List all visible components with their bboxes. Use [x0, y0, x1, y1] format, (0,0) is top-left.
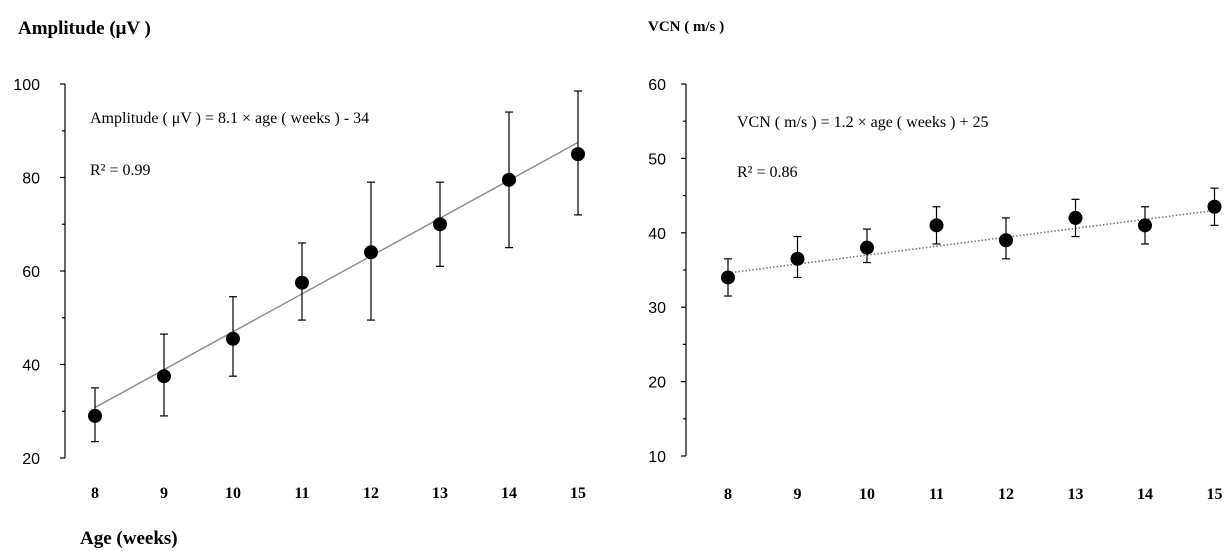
x-tick-label: 14 [1137, 486, 1153, 503]
amplitude-panel: Amplitude (μV ) Amplitude ( μV ) = 8.1 ×… [13, 18, 586, 549]
data-point [364, 245, 378, 260]
data-point [433, 217, 447, 232]
x-tick-label: 8 [724, 486, 732, 503]
data-point [571, 147, 585, 162]
x-tick-label: 14 [501, 485, 517, 502]
x-tick-label: 10 [859, 486, 875, 503]
data-point [1207, 199, 1222, 214]
y-tick-label: 40 [648, 226, 666, 243]
y-tick-label: 20 [22, 451, 40, 468]
y-tick-label: 30 [648, 300, 666, 317]
amplitude-equation: Amplitude ( μV ) = 8.1 × age ( weeks ) -… [90, 110, 369, 127]
x-tick-label: 11 [929, 486, 944, 503]
x-tick-label: 15 [570, 485, 586, 502]
x-tick-label: 12 [998, 486, 1014, 503]
x-tick-label: 9 [160, 485, 168, 502]
x-tick-label: 8 [91, 485, 99, 502]
x-tick-label: 11 [294, 485, 309, 502]
data-point [226, 331, 240, 346]
data-point [157, 369, 171, 384]
data-point [1138, 218, 1152, 233]
x-tick-label: 10 [225, 485, 241, 502]
y-tick-label: 80 [22, 171, 40, 188]
data-point [88, 408, 102, 423]
y-tick-label: 60 [22, 264, 40, 281]
amplitude-r2: R² = 0.99 [90, 162, 151, 179]
vcn-equation: VCN ( m/s ) = 1.2 × age ( weeks ) + 25 [737, 114, 988, 131]
data-point [860, 240, 874, 255]
y-tick-label: 50 [648, 151, 666, 168]
regression-line [727, 209, 1215, 274]
data-point [999, 233, 1013, 248]
y-tick-label: 20 [648, 375, 666, 392]
vcn-title: VCN ( m/s ) [648, 19, 724, 35]
x-axis-label: Age (weeks) [80, 528, 178, 549]
amplitude-title: Amplitude (μV ) [18, 18, 151, 39]
data-point [929, 218, 944, 233]
regression-line [94, 141, 579, 409]
x-tick-label: 15 [1207, 486, 1223, 503]
y-tick-label: 60 [648, 77, 666, 94]
x-tick-label: 13 [1068, 486, 1084, 503]
y-tick-label: 10 [648, 449, 666, 466]
y-tick-label: 100 [13, 77, 40, 94]
data-point [295, 275, 309, 290]
x-tick-label: 9 [794, 486, 802, 503]
x-tick-label: 13 [432, 485, 448, 502]
vcn-r2: R² = 0.86 [737, 164, 798, 181]
data-point [1068, 210, 1083, 225]
y-tick-label: 40 [22, 358, 40, 375]
data-point [721, 270, 735, 285]
data-point [790, 251, 805, 266]
vcn-panel: VCN ( m/s ) VCN ( m/s ) = 1.2 × age ( we… [648, 19, 1223, 503]
data-point [502, 172, 516, 187]
x-tick-label: 12 [363, 485, 379, 502]
